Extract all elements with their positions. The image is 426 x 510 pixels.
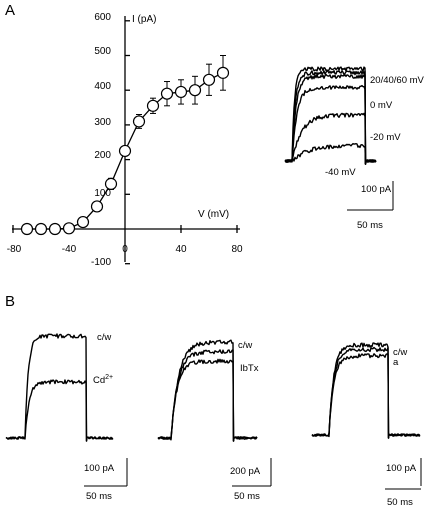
data-point bbox=[202, 73, 216, 86]
current-trace bbox=[284, 70, 377, 165]
data-point bbox=[34, 222, 48, 236]
iv-x-axis-label: V (mV) bbox=[198, 209, 229, 220]
iv-ticks bbox=[12, 20, 238, 265]
trace-label-cw: c/w bbox=[238, 340, 252, 351]
x-tick-label: -40 bbox=[62, 244, 77, 255]
current-trace bbox=[311, 353, 421, 439]
trace-label-cw: c/w bbox=[393, 347, 407, 358]
y-tick-label: 400 bbox=[94, 81, 111, 92]
data-point bbox=[174, 85, 188, 99]
current-trace bbox=[284, 143, 377, 165]
y-tick-label: 300 bbox=[94, 117, 111, 128]
traces-ibtx bbox=[157, 339, 258, 442]
current-trace bbox=[5, 379, 114, 442]
data-point bbox=[160, 87, 174, 100]
y-tick-label: 200 bbox=[94, 150, 111, 161]
data-point bbox=[118, 144, 132, 158]
current-trace bbox=[284, 73, 377, 165]
y-tick-label: 600 bbox=[94, 12, 111, 23]
data-point bbox=[146, 99, 160, 112]
current-trace bbox=[284, 66, 377, 165]
panel-letter-b: B bbox=[5, 293, 15, 310]
trace-label-20-40-60mv: 20/40/60 mV bbox=[370, 75, 425, 86]
traces-voltage-family bbox=[284, 66, 377, 165]
x-tick-label: -80 bbox=[7, 244, 22, 255]
data-point bbox=[216, 66, 230, 79]
data-point bbox=[62, 222, 76, 235]
trace-label-cd: Cd2+ bbox=[93, 374, 113, 386]
scale-current-label: 100 pA bbox=[84, 463, 115, 474]
x-tick-label: 40 bbox=[175, 244, 187, 255]
data-point bbox=[20, 222, 34, 236]
trace-label-cw: c/w bbox=[97, 332, 111, 343]
scale-time-label: 50 ms bbox=[86, 491, 112, 502]
current-trace bbox=[157, 358, 258, 442]
y-tick-label: 500 bbox=[94, 46, 111, 57]
x-tick-label: 80 bbox=[231, 244, 243, 255]
y-tick-label: 100 bbox=[94, 188, 111, 199]
scale-current-label: 100 pA bbox=[361, 184, 392, 195]
scale-time-label: 50 ms bbox=[234, 491, 260, 502]
current-trace bbox=[311, 346, 421, 439]
y-tick-label: -100 bbox=[91, 257, 111, 268]
traces-cd bbox=[5, 333, 114, 442]
scale-current-label: 200 pA bbox=[230, 466, 261, 477]
trace-label-minus40mv: -40 mV bbox=[325, 167, 356, 178]
current-trace bbox=[284, 112, 377, 165]
current-trace bbox=[5, 333, 114, 442]
data-point bbox=[104, 177, 118, 190]
data-point bbox=[76, 215, 90, 229]
panel-letter-a: A bbox=[5, 2, 15, 19]
trace-label-a: a bbox=[393, 357, 399, 368]
traces-a-drug bbox=[311, 342, 421, 439]
trace-label-0mv: 0 mV bbox=[370, 100, 393, 111]
scale-time-label: 50 ms bbox=[387, 497, 413, 508]
scale-current-label: 100 pA bbox=[386, 463, 417, 474]
current-trace bbox=[284, 84, 377, 165]
scale-time-label: 50 ms bbox=[357, 220, 383, 231]
iv-data-marks bbox=[20, 55, 230, 236]
current-trace bbox=[157, 339, 258, 442]
iv-y-axis-label: I (pA) bbox=[132, 14, 156, 25]
data-point bbox=[132, 115, 146, 128]
trace-label-ibtx: IbTx bbox=[240, 363, 259, 374]
iv-plot: -80 -40 0 40 80 -100 100 200 300 400 500… bbox=[7, 12, 243, 268]
trace-label-minus20mv: -20 mV bbox=[370, 132, 401, 143]
x-tick-label: 0 bbox=[122, 244, 128, 255]
data-point bbox=[48, 222, 62, 236]
data-point bbox=[188, 84, 202, 97]
data-point bbox=[90, 200, 104, 213]
